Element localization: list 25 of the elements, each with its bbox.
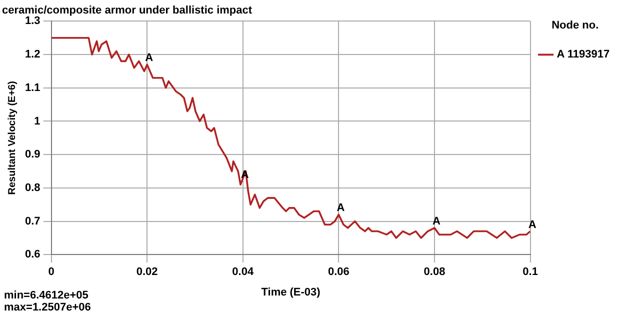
x-tick-label: 0.08 [424,266,446,278]
y-tick-label: 1.2 [24,48,40,61]
legend-label: A 1193917 [556,48,610,61]
y-tick-label: 0.9 [24,148,40,161]
y-tick-label: 1 [34,115,40,128]
y-axis-title: Resultant Velocity (E+6) [6,81,18,195]
y-tick-label: 0.7 [24,215,40,228]
x-tick-label: 0.02 [136,266,158,278]
y-tick-label: 0.8 [24,182,40,194]
x-tick-label: 0.04 [232,266,254,278]
x-tick-label: 0.1 [522,266,538,278]
annotation: A [336,202,345,214]
text: min=6.4612e+05 [4,290,88,302]
annotation: A [432,215,441,228]
x-tick-label: 0 [48,266,54,278]
text: max=1.2507e+06 [4,302,91,314]
x-axis-title: Time (E-03) [261,286,321,298]
annotation: A [528,218,536,231]
annotation: A [145,52,154,64]
y-tick-label: 0.6 [24,248,40,261]
y-tick-label: 1.3 [24,15,40,28]
x-tick-label: 0.06 [328,266,350,278]
legend-title: Node no. [552,20,599,32]
chart-title: ceramic/composite armor under ballistic impact [2,4,252,17]
y-tick-label: 1.1 [24,82,40,94]
